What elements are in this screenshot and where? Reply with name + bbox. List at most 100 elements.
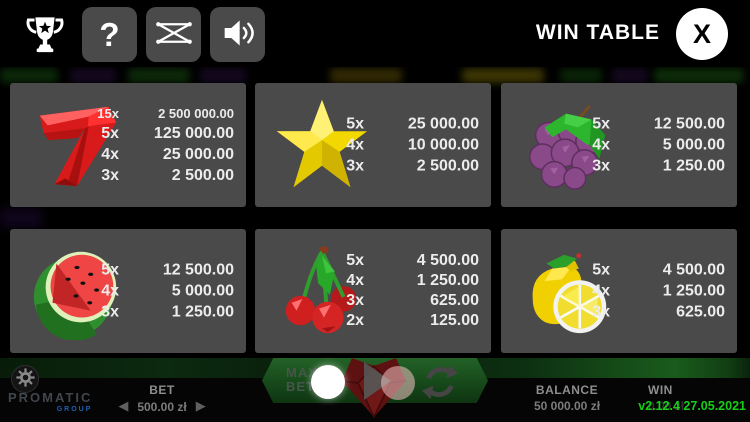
payout-row: 3x 2 500.00 bbox=[332, 156, 479, 177]
payout-list: 15x 2 500 000.00 5x 125 000.00 4x 25 000.00… bbox=[87, 104, 234, 186]
close-icon: X bbox=[692, 18, 711, 49]
win-table-button[interactable] bbox=[24, 12, 66, 56]
reel-glow bbox=[0, 68, 58, 83]
paytable-panel-cherries: 5x 4 500.00 4x 1 250.00 3x 625.00 2x 125.00 bbox=[255, 229, 491, 353]
autoplay-icon[interactable] bbox=[421, 363, 459, 401]
payout-row: 3x 1 250.00 bbox=[578, 156, 725, 177]
pay-amount: 4 500.00 bbox=[416, 252, 479, 269]
pay-mult: 4x bbox=[346, 136, 364, 154]
paytable-panel-lemon: 5x 4 500.00 4x 1 250.00 3x 625.00 bbox=[501, 229, 737, 353]
max-bet-line1: MAX bbox=[286, 365, 318, 380]
pay-mult: 3x bbox=[592, 303, 610, 321]
payout-row: 3x 1 250.00 bbox=[87, 302, 234, 323]
pay-amount: 125.00 bbox=[430, 312, 479, 329]
paytable-panel-seven: 15x 2 500 000.00 5x 125 000.00 4x 25 000.00… bbox=[10, 83, 246, 207]
pay-amount: 4 500.00 bbox=[662, 261, 725, 279]
trophy-icon bbox=[24, 17, 66, 59]
paytable-panel-star: 5x 25 000.00 4x 10 000.00 3x 2 500.00 bbox=[255, 83, 491, 207]
brand-logo: PROMATIC GROUP bbox=[8, 390, 93, 416]
reel-glow bbox=[70, 68, 116, 83]
speaker-icon bbox=[218, 13, 258, 56]
win-group: WIN 0.00 zł bbox=[648, 383, 702, 414]
pay-mult: 3x bbox=[101, 303, 119, 321]
pay-mult: 2x bbox=[346, 312, 364, 329]
top-bar: ? bbox=[0, 0, 750, 67]
grapes-icon bbox=[519, 96, 617, 194]
pay-amount: 125 000.00 bbox=[153, 125, 234, 142]
payout-row: 5x 25 000.00 bbox=[332, 114, 479, 135]
reel-glow bbox=[330, 68, 402, 83]
reel-glow bbox=[0, 208, 42, 228]
max-bet-line2: BET bbox=[286, 379, 315, 394]
payout-row: 4x 1 250.00 bbox=[578, 281, 725, 302]
payout-row: 4x 1 250.00 bbox=[332, 271, 479, 291]
reel-glow bbox=[462, 68, 544, 83]
close-button[interactable]: X bbox=[676, 8, 728, 60]
payout-row: 3x 625.00 bbox=[578, 302, 725, 323]
pay-mult: 5x bbox=[592, 115, 610, 133]
pay-mult: 5x bbox=[346, 252, 364, 269]
pay-mult: 3x bbox=[346, 157, 364, 175]
pay-mult: 4x bbox=[101, 146, 119, 163]
sound-button[interactable] bbox=[210, 7, 265, 62]
reel-glow bbox=[128, 68, 190, 83]
max-bet-label: MAX BET bbox=[286, 366, 318, 394]
pay-amount: 25 000.00 bbox=[407, 115, 479, 133]
paylines-icon bbox=[153, 12, 195, 57]
reel-glow bbox=[200, 68, 246, 83]
pay-amount: 1 250.00 bbox=[662, 282, 725, 300]
paytable-panel-grapes: 5x 12 500.00 4x 5 000.00 3x 1 250.00 bbox=[501, 83, 737, 207]
reel-glow bbox=[560, 68, 602, 83]
payout-list: 5x 12 500.00 4x 5 000.00 3x 1 250.00 bbox=[578, 114, 725, 177]
payout-row: 4x 10 000.00 bbox=[332, 135, 479, 156]
balance-label: BALANCE bbox=[535, 383, 599, 397]
pay-mult: 4x bbox=[592, 282, 610, 300]
spin-indicator[interactable] bbox=[311, 365, 345, 399]
pay-amount: 12 500.00 bbox=[653, 115, 725, 133]
pay-mult: 4x bbox=[592, 136, 610, 154]
pay-amount: 12 500.00 bbox=[162, 261, 234, 279]
seven-icon bbox=[28, 96, 126, 194]
page-title: WIN TABLE bbox=[535, 21, 660, 44]
payout-row: 4x 25 000.00 bbox=[87, 144, 234, 165]
bet-decrease-button[interactable]: ◀ bbox=[118, 398, 129, 413]
pay-amount: 1 250.00 bbox=[662, 157, 725, 175]
balance-group: BALANCE 50 000.00 zł bbox=[508, 383, 626, 414]
pay-amount: 1 250.00 bbox=[171, 303, 234, 321]
spin-button[interactable] bbox=[381, 366, 415, 400]
pay-amount: 10 000.00 bbox=[407, 136, 479, 154]
payout-row: 5x 4 500.00 bbox=[578, 260, 725, 281]
cherries-icon bbox=[273, 242, 371, 340]
pay-amount: 2 500.00 bbox=[171, 167, 234, 184]
bet-value: 500.00 zł bbox=[137, 400, 187, 414]
reel-glow bbox=[612, 68, 648, 83]
pay-mult: 5x bbox=[346, 115, 364, 133]
pay-mult: 4x bbox=[101, 282, 119, 300]
pay-amount: 2 500.00 bbox=[416, 157, 479, 175]
payout-list: 5x 4 500.00 4x 1 250.00 3x 625.00 bbox=[578, 260, 725, 323]
win-label: WIN bbox=[648, 383, 673, 397]
bet-increase-button[interactable]: ▶ bbox=[195, 398, 206, 413]
payout-list: 5x 4 500.00 4x 1 250.00 3x 625.00 2x 125.00 bbox=[332, 251, 479, 331]
pay-amount: 1 250.00 bbox=[416, 272, 479, 289]
brand-name: PROMATIC bbox=[8, 390, 93, 405]
payout-row: 5x 4 500.00 bbox=[332, 251, 479, 271]
paylines-button[interactable] bbox=[146, 7, 201, 62]
pay-amount: 2 500 000.00 bbox=[158, 106, 234, 121]
settings-button[interactable] bbox=[11, 365, 39, 393]
help-button[interactable]: ? bbox=[82, 7, 137, 62]
gear-icon bbox=[15, 368, 35, 390]
payout-row: 15x 2 500 000.00 bbox=[87, 104, 234, 123]
payout-row: 3x 625.00 bbox=[332, 291, 479, 311]
bet-group: BET ◀ 500.00 zł ▶ bbox=[112, 384, 212, 415]
brand-subtitle: GROUP bbox=[56, 406, 93, 413]
payout-list: 5x 12 500.00 4x 5 000.00 3x 1 250.00 bbox=[87, 260, 234, 323]
payout-row: 5x 12 500.00 bbox=[87, 260, 234, 281]
pay-amount: 625.00 bbox=[430, 292, 479, 309]
question-icon: ? bbox=[99, 15, 120, 53]
pay-mult: 5x bbox=[592, 261, 610, 279]
pay-mult: 3x bbox=[592, 157, 610, 175]
pay-amount: 625.00 bbox=[676, 303, 725, 321]
balance-value: 50 000.00 zł bbox=[533, 399, 601, 413]
payout-row: 5x 125 000.00 bbox=[87, 123, 234, 144]
